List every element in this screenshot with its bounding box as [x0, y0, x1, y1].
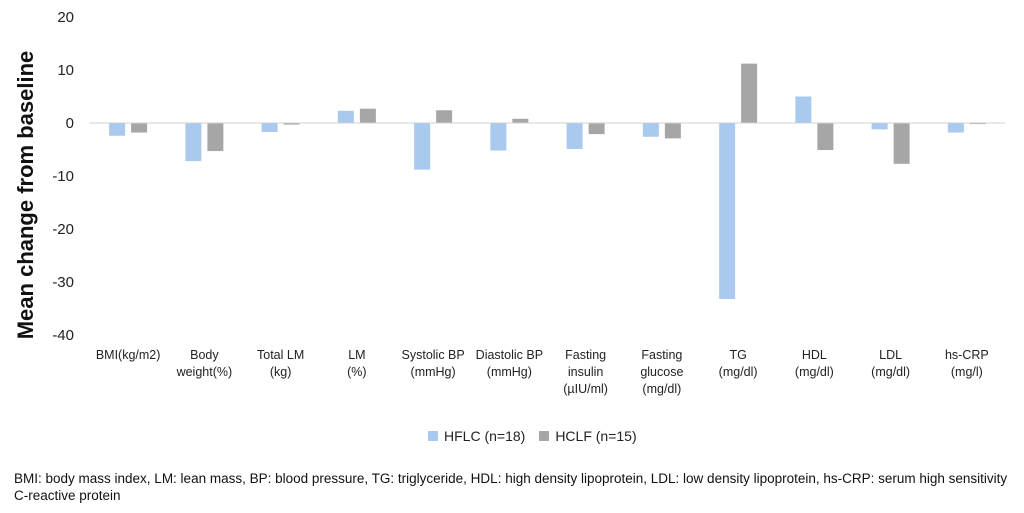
bar-hclf — [893, 123, 910, 164]
bar-hclf — [131, 123, 148, 133]
bar-hclf — [741, 63, 758, 123]
bar-hflc — [414, 123, 431, 170]
bar-hflc — [871, 123, 888, 130]
bar-hflc — [642, 123, 659, 137]
y-tick-label: 10 — [57, 62, 74, 79]
y-axis-label: Mean change from baseline — [13, 51, 38, 340]
y-tick-label: 20 — [57, 9, 74, 26]
bar-hclf — [817, 123, 834, 151]
y-tick-label: -40 — [52, 327, 74, 344]
category-label: Fasting glucose (mg/dl) — [640, 348, 683, 396]
legend-label-hflc: HFLC (n=18) — [444, 428, 526, 444]
category-label: Body weight(%) — [176, 348, 233, 379]
bar-hclf — [512, 118, 529, 123]
bar-hclf — [588, 123, 605, 135]
bar-hclf — [359, 108, 376, 123]
y-ticks: 20 10 0 -10 -20 -30 -40 — [52, 9, 74, 344]
legend-item-hflc: HFLC (n=18) — [428, 428, 525, 444]
bars — [109, 63, 986, 299]
bar-hflc — [795, 96, 812, 123]
bar-hflc — [719, 123, 736, 299]
category-label: hs-CRP (mg/l) — [945, 348, 989, 379]
legend-label-hclf: HCLF (n=15) — [555, 428, 637, 444]
bar-hflc — [947, 123, 964, 133]
y-tick-label: -10 — [52, 168, 74, 185]
category-label: Systolic BP (mmHg) — [402, 348, 465, 379]
legend-item-hclf: HCLF (n=15) — [539, 428, 637, 444]
legend: HFLC (n=18) HCLF (n=15) — [428, 428, 651, 444]
category-label: LDL (mg/dl) — [871, 348, 910, 379]
bar-hflc — [109, 123, 126, 136]
bar-hclf — [664, 123, 681, 139]
bar-hflc — [337, 110, 354, 123]
category-label: BMI(kg/m2) — [96, 348, 161, 362]
legend-swatch-hflc — [428, 431, 438, 441]
bar-hflc — [261, 123, 278, 133]
category-label: Fasting insulin (µIU/ml) — [563, 348, 608, 396]
bar-hflc — [490, 123, 507, 151]
bar-chart: Mean change from baseline 20 10 0 -10 -20 -30… — [13, 9, 1005, 396]
category-labels: BMI(kg/m2) Body weight(%) Total LM (kg) LM (%)… — [96, 348, 989, 396]
bar-hclf — [283, 123, 300, 125]
bar-hclf — [436, 110, 453, 123]
bar-hflc — [566, 123, 583, 149]
legend-swatch-hclf — [539, 431, 550, 441]
y-tick-label: -30 — [52, 274, 74, 291]
category-label: Diastolic BP (mmHg) — [476, 348, 543, 379]
category-label: LM (%) — [347, 348, 366, 379]
bar-hclf — [969, 123, 986, 125]
bar-hclf — [207, 123, 224, 152]
footnote: BMI: body mass index, LM: lean mass, BP:… — [14, 471, 1008, 503]
bar-hflc — [185, 123, 202, 162]
y-tick-label: 0 — [66, 115, 74, 132]
category-label: TG (mg/dl) — [719, 348, 758, 379]
category-label: Total LM (kg) — [257, 348, 304, 379]
category-label: HDL (mg/dl) — [795, 348, 834, 379]
y-tick-label: -20 — [52, 221, 74, 238]
